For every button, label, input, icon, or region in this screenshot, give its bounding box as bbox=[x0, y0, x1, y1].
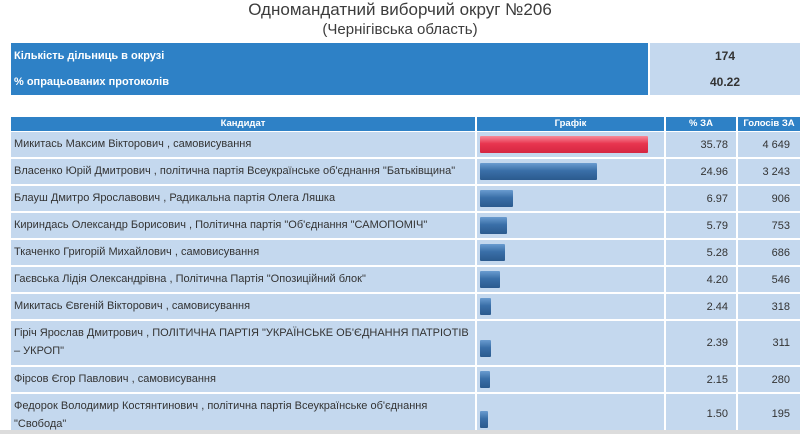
votes-cell: 195 bbox=[738, 394, 800, 434]
table-row: Блауш Дмитро Ярославович , Радикальна па… bbox=[11, 186, 800, 211]
pct-cell: 2.39 bbox=[666, 321, 736, 365]
graph-cell bbox=[477, 186, 664, 211]
table-row: Микитась Максим Вікторович , самовисуван… bbox=[11, 132, 800, 157]
candidate-party: , самовисування bbox=[131, 373, 216, 385]
graph-cell bbox=[477, 159, 664, 184]
pct-cell: 5.79 bbox=[666, 213, 736, 238]
candidate-name: Фірсов Єгор Павлович bbox=[14, 373, 129, 385]
graph-cell bbox=[477, 132, 664, 157]
candidate-cell: Блауш Дмитро Ярославович , Радикальна па… bbox=[11, 186, 475, 211]
candidate-cell: Ткаченко Григорій Михайлович , самовисув… bbox=[11, 240, 475, 265]
candidate-cell: Кириндась Олександр Борисович , Політичн… bbox=[11, 213, 475, 238]
vote-share-bar bbox=[480, 244, 505, 261]
graph-cell bbox=[477, 321, 664, 365]
table-row: Власенко Юрій Дмитрович , політична парт… bbox=[11, 159, 800, 184]
graph-cell bbox=[477, 213, 664, 238]
graph-cell bbox=[477, 367, 664, 392]
graph-cell bbox=[477, 267, 664, 292]
candidate-cell: Федорок Володимир Костянтинович , політи… bbox=[11, 394, 475, 434]
votes-cell: 311 bbox=[738, 321, 800, 365]
candidate-party: , політична партія Всеукраїнське об'єдна… bbox=[153, 165, 456, 177]
vote-share-bar bbox=[480, 411, 488, 428]
candidate-party: , політична партія Всеукраїнське об'єдна… bbox=[14, 400, 428, 430]
pct-cell: 4.20 bbox=[666, 267, 736, 292]
page-subtitle: (Чернігівська область) bbox=[322, 21, 478, 38]
votes-cell: 318 bbox=[738, 294, 800, 319]
column-header-candidate[interactable]: Кандидат bbox=[11, 117, 475, 131]
graph-cell bbox=[477, 294, 664, 319]
vote-share-bar bbox=[480, 298, 491, 315]
candidate-name: Федорок Володимир Костянтинович bbox=[14, 400, 199, 412]
votes-cell: 280 bbox=[738, 367, 800, 392]
vote-share-bar bbox=[480, 340, 491, 357]
pct-cell: 1.50 bbox=[666, 394, 736, 434]
pct-cell: 24.96 bbox=[666, 159, 736, 184]
column-header-graph[interactable]: Графік bbox=[477, 117, 664, 131]
candidate-cell: Гіріч Ярослав Дмитрович , ПОЛІТИЧНА ПАРТ… bbox=[11, 321, 475, 365]
pct-cell: 5.28 bbox=[666, 240, 736, 265]
graph-cell bbox=[477, 240, 664, 265]
candidate-cell: Фірсов Єгор Павлович , самовисування bbox=[11, 367, 475, 392]
candidate-party: , Політична Партія "Опозиційний блок" bbox=[169, 273, 366, 285]
candidate-party: , Радикальна партія Олега Ляшка bbox=[163, 192, 336, 204]
table-row: Кириндась Олександр Борисович , Політичн… bbox=[11, 213, 800, 238]
candidate-party: , Політична партія "Об'єднання "САМОПОМІ… bbox=[189, 219, 428, 231]
candidate-party: , ПОЛІТИЧНА ПАРТІЯ "УКРАЇНСЬКЕ ОБ'ЄДНАНН… bbox=[14, 327, 469, 357]
vote-share-bar bbox=[480, 163, 597, 180]
pct-cell: 35.78 bbox=[666, 132, 736, 157]
pct-cell: 2.15 bbox=[666, 367, 736, 392]
table-row: Фірсов Єгор Павлович , самовисування 2.15… bbox=[11, 367, 800, 392]
candidate-party: , самовисування bbox=[166, 138, 252, 150]
vote-share-bar bbox=[480, 190, 513, 207]
candidate-name: Микитась Максим Вікторович bbox=[14, 138, 164, 150]
votes-cell: 906 bbox=[738, 186, 800, 211]
table-row: Ткаченко Григорій Михайлович , самовисув… bbox=[11, 240, 800, 265]
pct-cell: 6.97 bbox=[666, 186, 736, 211]
column-header-pct[interactable]: % ЗА bbox=[666, 117, 736, 131]
candidate-party: , самовисування bbox=[174, 246, 260, 258]
candidate-name: Кириндась Олександр Борисович bbox=[14, 219, 186, 231]
votes-cell: 4 649 bbox=[738, 132, 800, 157]
candidate-cell: Микитась Максим Вікторович , самовисуван… bbox=[11, 132, 475, 157]
candidate-name: Гіріч Ярослав Дмитрович bbox=[14, 327, 144, 339]
vote-share-bar bbox=[480, 217, 507, 234]
candidate-party: , самовисування bbox=[165, 300, 251, 312]
summary-value: 174 bbox=[650, 43, 800, 69]
table-row: Микитась Євгеній Вікторович , самовисува… bbox=[11, 294, 800, 319]
summary-value: 40.22 bbox=[650, 69, 800, 95]
page-title: Одномандатний виборчий округ №206 bbox=[248, 0, 552, 19]
candidate-name: Ткаченко Григорій Михайлович bbox=[14, 246, 172, 258]
candidate-name: Власенко Юрій Дмитрович bbox=[14, 165, 151, 177]
column-header-votes[interactable]: Голосів ЗА bbox=[738, 117, 800, 131]
summary-label: % опрацьованих протоколів bbox=[11, 69, 648, 95]
candidate-name: Гаєвська Лідія Олександрівна bbox=[14, 273, 167, 285]
horizontal-scrollbar[interactable] bbox=[0, 430, 800, 434]
candidate-cell: Власенко Юрій Дмитрович , політична парт… bbox=[11, 159, 475, 184]
votes-cell: 546 bbox=[738, 267, 800, 292]
candidate-cell: Гаєвська Лідія Олександрівна , Політична… bbox=[11, 267, 475, 292]
candidate-name: Блауш Дмитро Ярославович bbox=[14, 192, 161, 204]
candidate-name: Микитась Євгеній Вікторович bbox=[14, 300, 163, 312]
vote-share-bar bbox=[480, 371, 490, 388]
votes-cell: 3 243 bbox=[738, 159, 800, 184]
pct-cell: 2.44 bbox=[666, 294, 736, 319]
votes-cell: 686 bbox=[738, 240, 800, 265]
table-row: Гіріч Ярослав Дмитрович , ПОЛІТИЧНА ПАРТ… bbox=[11, 321, 800, 365]
graph-cell bbox=[477, 394, 664, 434]
table-row: Федорок Володимир Костянтинович , політи… bbox=[11, 394, 800, 434]
vote-share-bar bbox=[480, 136, 648, 153]
summary-label: Кількість дільниць в окрузі bbox=[11, 43, 648, 69]
vote-share-bar bbox=[480, 271, 500, 288]
candidate-cell: Микитась Євгеній Вікторович , самовисува… bbox=[11, 294, 475, 319]
votes-cell: 753 bbox=[738, 213, 800, 238]
table-row: Гаєвська Лідія Олександрівна , Політична… bbox=[11, 267, 800, 292]
